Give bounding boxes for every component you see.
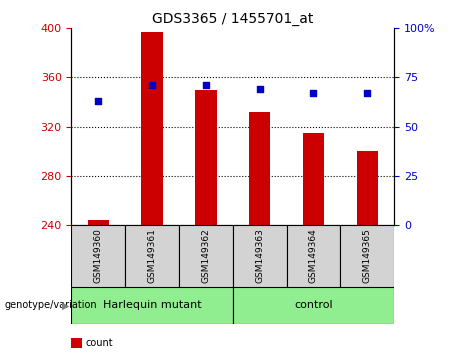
Point [148,82,156,88]
Point [95,98,102,104]
Text: genotype/variation: genotype/variation [5,300,97,310]
Point [256,86,263,92]
Bar [356,151,378,225]
Text: GSM149365: GSM149365 [363,228,372,283]
Bar [233,287,394,324]
Bar [142,32,163,225]
Text: ▶: ▶ [62,300,70,310]
Bar [71,225,125,287]
Bar [287,225,340,287]
Point [202,82,210,88]
Text: control: control [294,300,333,310]
Bar [195,90,217,225]
Bar [249,112,271,225]
Text: GSM149363: GSM149363 [255,228,264,283]
Text: GSM149360: GSM149360 [94,228,103,283]
Text: Harlequin mutant: Harlequin mutant [103,300,201,310]
Bar [233,225,287,287]
Bar [71,287,233,324]
Point [364,90,371,96]
Text: GSM149361: GSM149361 [148,228,157,283]
Text: count: count [85,338,113,348]
Bar [88,220,109,225]
Text: GSM149362: GSM149362 [201,228,210,283]
Bar [303,133,324,225]
Bar [125,225,179,287]
Bar [179,225,233,287]
Bar [340,225,394,287]
Text: GSM149364: GSM149364 [309,228,318,283]
Point [310,90,317,96]
Title: GDS3365 / 1455701_at: GDS3365 / 1455701_at [152,12,313,26]
